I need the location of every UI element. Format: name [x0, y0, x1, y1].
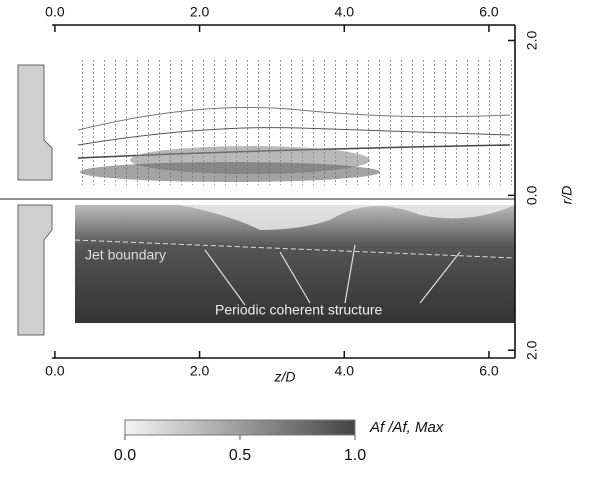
colorbar-label: Af /Af, Max [369, 419, 444, 436]
annotation: Periodic coherent structure [215, 302, 383, 318]
x-axis-label: z/D [274, 369, 296, 385]
y-tick-label: 2.0 [524, 31, 540, 51]
x-tick-label: 2.0 [190, 4, 210, 20]
contour-fill [80, 162, 380, 182]
colorbar-tick-label: 0.0 [114, 447, 136, 464]
nozzle [17, 64, 53, 336]
x-tick-label: 6.0 [479, 4, 499, 20]
x-tick-label: 6.0 [479, 363, 499, 379]
colorbar [124, 419, 356, 436]
x-tick-label: 4.0 [335, 4, 355, 20]
x-tick-label: 2.0 [190, 363, 210, 379]
annotation: Jet boundary [85, 247, 166, 263]
arrows [204, 244, 461, 306]
contour-line [77, 107, 511, 131]
y-tick-label: 0.0 [524, 185, 540, 205]
y-axis-label: r/D [559, 186, 575, 205]
jet-boundary-line [74, 239, 516, 259]
image-highlight [180, 205, 515, 230]
y-tick-label: 2.0 [524, 340, 540, 360]
colorbar-tick-label: 1.0 [344, 447, 366, 464]
x-tick-label: 0.0 [45, 4, 65, 20]
colorbar-tick-label: 0.5 [229, 447, 251, 464]
x-tick-label: 0.0 [45, 363, 65, 379]
x-tick-label: 4.0 [335, 363, 355, 379]
contour-line [77, 127, 511, 146]
